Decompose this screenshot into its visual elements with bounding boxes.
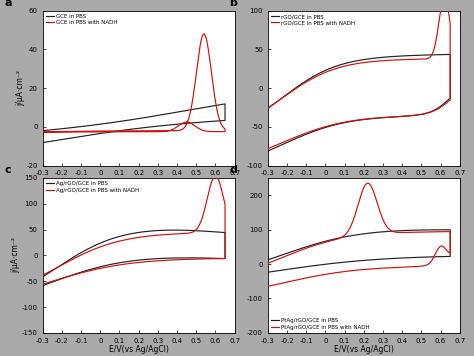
Legend: Ag/rGO/GCE in PBS, Ag/rGO/GCE in PBS with NADH: Ag/rGO/GCE in PBS, Ag/rGO/GCE in PBS wit…	[46, 181, 140, 193]
X-axis label: E/V(vs Ag/AgCl): E/V(vs Ag/AgCl)	[109, 345, 169, 354]
Text: a: a	[4, 0, 12, 7]
Y-axis label: j/μA·cm⁻²: j/μA·cm⁻²	[11, 237, 20, 273]
Y-axis label: j/μA·cm⁻²: j/μA·cm⁻²	[16, 70, 25, 106]
Text: b: b	[229, 0, 237, 7]
Text: d: d	[229, 165, 237, 175]
X-axis label: E/V(vs Ag/AgCl): E/V(vs Ag/AgCl)	[334, 345, 394, 354]
Legend: rGO/GCE in PBS, rGO/GCE in PBS with NADH: rGO/GCE in PBS, rGO/GCE in PBS with NADH	[271, 14, 356, 26]
X-axis label: E/V(vs Ag/AgCl): E/V(vs Ag/AgCl)	[109, 178, 169, 187]
Legend: PtAg/rGO/GCE in PBS, PtAg/rGO/GCE in PBS with NADH: PtAg/rGO/GCE in PBS, PtAg/rGO/GCE in PBS…	[271, 318, 370, 330]
Text: c: c	[4, 165, 11, 175]
Legend: GCE in PBS, GCE in PBS with NADH: GCE in PBS, GCE in PBS with NADH	[46, 14, 118, 26]
X-axis label: E/V(vs Ag/AgCl): E/V(vs Ag/AgCl)	[334, 178, 394, 187]
